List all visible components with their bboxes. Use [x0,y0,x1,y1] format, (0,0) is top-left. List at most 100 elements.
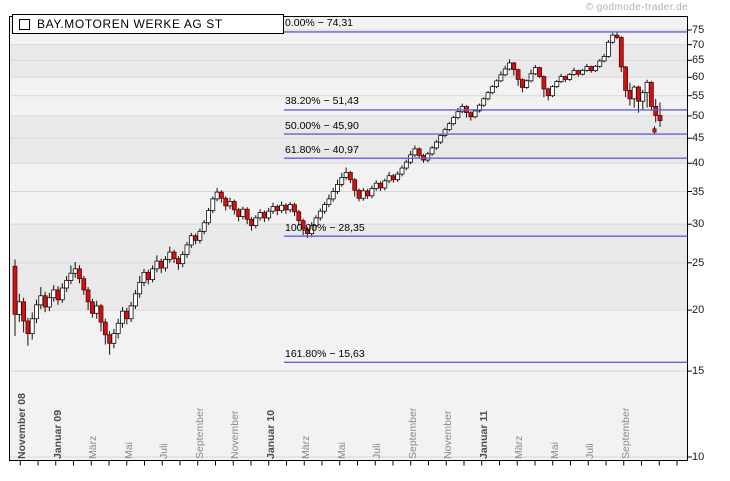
candle-body [593,65,598,72]
y-axis-label: 40 [692,157,705,170]
candle-body [253,217,259,226]
candle-body [618,37,624,68]
candle-body [137,281,143,295]
y-axis-label: 60 [692,71,705,84]
candle-body [68,272,74,281]
candle-body [180,254,186,265]
candle-body [442,129,448,136]
y-axis-label: 70 [692,38,705,51]
x-axis-label: Juli [158,443,170,459]
candle-body [42,295,48,308]
candle-body [51,289,57,299]
candle-body [317,210,323,219]
last-price-marker [652,128,657,133]
candle-body [236,209,241,217]
candle-body [434,141,439,149]
candle-body [429,147,435,155]
candle-body [59,287,65,301]
candle-body [29,318,35,334]
x-axis-label: Juli [584,443,596,459]
candle-body [657,115,663,122]
candle-body [472,110,478,118]
candle-body [257,212,263,219]
candle-body [313,217,319,226]
candle-body [262,212,267,219]
candle-body [532,67,538,75]
candle-body [378,182,383,189]
candle-body [184,244,190,255]
y-axis-label: 50 [692,109,705,122]
candle-body [627,90,633,100]
candle-body [141,271,147,283]
candle-body [386,175,392,182]
x-axis-label: Mai [335,442,348,459]
candle-body [425,153,431,161]
candle-body [365,190,370,197]
candle-body [171,251,177,259]
fibonacci-label: 161.80% − 15,63 [285,347,365,360]
candle-body [515,69,521,80]
candle-body [38,295,44,306]
candle-body [150,268,155,280]
candle-body [498,74,504,82]
candle-body [244,208,250,220]
legend-checkbox[interactable] [19,18,30,30]
candle-body [520,79,525,88]
plot-band [9,44,688,78]
candle-body [403,161,409,169]
candle-body [287,204,293,211]
candle-body [339,177,345,185]
candle-body [90,301,95,314]
candle-body [231,201,237,211]
candle-body [623,66,628,91]
candle-body [176,258,181,265]
x-axis-label: November 08 [16,393,28,459]
plot-band [9,115,688,164]
candle-body [77,268,82,280]
candle-body [558,76,564,82]
candle-body [524,80,530,88]
y-axis-label: 30 [692,218,705,231]
candle-body [653,106,659,116]
x-axis-label: September [193,407,206,459]
candle-body [266,210,272,219]
candle-body [563,76,568,80]
candle-body [580,69,585,75]
candle-body [188,235,194,246]
x-axis-label: März [513,435,525,459]
x-axis-label: März [300,435,312,459]
fibonacci-label: 38.20% − 51,43 [285,95,359,108]
candle-body [201,222,207,232]
candle-body [438,135,444,143]
candle-body [597,60,603,67]
candle-body [631,86,637,100]
candle-body [567,74,573,80]
y-axis-label: 10 [692,451,705,463]
watermark: © godmode-trader.de [585,2,688,13]
candle-body [610,34,616,43]
candle-body [120,310,125,324]
candle-body [395,173,401,181]
candle-body [25,320,31,334]
candle-body [133,293,138,307]
candle-body [494,80,499,88]
candle-body [158,260,164,269]
fibonacci-label: 0.00% − 74,31 [285,17,354,30]
x-axis-label: Mai [122,442,135,459]
candle-body [197,230,203,241]
candle-body [468,112,474,118]
candle-body [537,67,542,77]
candle-body [12,265,18,315]
x-axis-label: Mai [548,442,561,459]
y-axis-label: 75 [692,24,705,36]
candle-body [163,259,168,269]
candle-body [416,148,422,156]
candle-body [545,88,551,97]
y-axis-label: 20 [692,304,705,317]
candle-body [240,208,246,217]
x-axis-label: Januar 11 [477,410,490,459]
legend-symbol-label: BAY.MOTOREN WERKE AG ST [37,17,223,31]
candle-body [541,76,547,90]
candle-body [81,278,87,291]
